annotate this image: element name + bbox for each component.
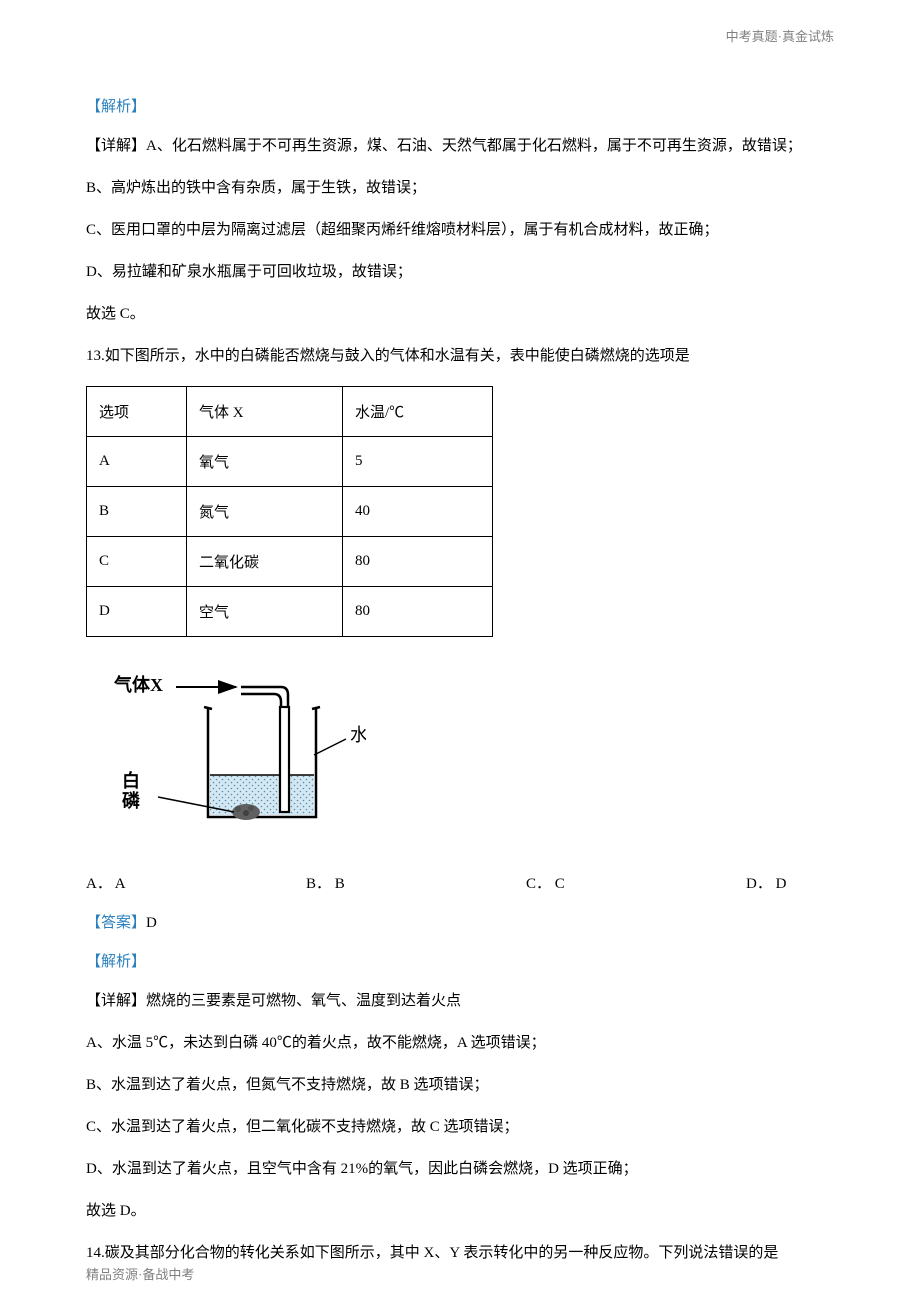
table-cell: 气体 X bbox=[187, 387, 343, 437]
explanation-paragraph: D、易拉罐和矿泉水瓶属于可回收垃圾，故错误； bbox=[86, 260, 834, 284]
answer-label-text: 【答案】 bbox=[86, 915, 146, 931]
explanation-paragraph: B、水温到达了着火点，但氮气不支持燃烧，故 B 选项错误； bbox=[86, 1073, 834, 1097]
question-14-text: 14.碳及其部分化合物的转化关系如下图所示，其中 X、Y 表示转化中的另一种反应… bbox=[86, 1241, 834, 1265]
explanation-paragraph: D、水温到达了着火点，且空气中含有 21%的氧气，因此白磷会燃烧，D 选项正确； bbox=[86, 1157, 834, 1181]
table-cell: 水温/℃ bbox=[343, 387, 493, 437]
question-13-table: 选项 气体 X 水温/℃ A 氧气 5 B 氮气 40 C 二氧化碳 80 D … bbox=[86, 386, 493, 637]
phosphorus-label-1: 白 bbox=[122, 770, 140, 791]
table-row: C 二氧化碳 80 bbox=[87, 537, 493, 587]
gas-x-label: 气体X bbox=[113, 674, 163, 695]
table-row: B 氮气 40 bbox=[87, 487, 493, 537]
table-cell: D bbox=[87, 587, 187, 637]
beaker-diagram: 气体X 水 白 磷 bbox=[86, 667, 834, 842]
explanation-paragraph: A、水温 5℃，未达到白磷 40℃的着火点，故不能燃烧，A 选项错误； bbox=[86, 1031, 834, 1055]
table-cell: 40 bbox=[343, 487, 493, 537]
option-c: C． C bbox=[526, 872, 746, 893]
analysis-label: 【解析】 bbox=[86, 95, 834, 116]
page-footer-left: 精品资源·备战中考 bbox=[86, 1264, 194, 1283]
table-cell: B bbox=[87, 487, 187, 537]
answer-label: 【答案】D bbox=[86, 911, 834, 932]
table-row: D 空气 80 bbox=[87, 587, 493, 637]
table-cell: 5 bbox=[343, 437, 493, 487]
table-cell: 80 bbox=[343, 537, 493, 587]
table-cell: 氧气 bbox=[187, 437, 343, 487]
option-d: D． D bbox=[746, 872, 846, 893]
table-cell: C bbox=[87, 537, 187, 587]
water-label: 水 bbox=[350, 725, 366, 745]
phosphorus-label-2: 磷 bbox=[122, 790, 141, 811]
option-a: A． A bbox=[86, 872, 306, 893]
explanation-paragraph: 【详解】燃烧的三要素是可燃物、氧气、温度到达着火点 bbox=[86, 989, 834, 1013]
explanation-paragraph: 【详解】A、化石燃料属于不可再生资源，煤、石油、天然气都属于化石燃料，属于不可再… bbox=[86, 134, 834, 158]
explanation-paragraph: 故选 C。 bbox=[86, 302, 834, 326]
option-b: B． B bbox=[306, 872, 526, 893]
options-row: A． A B． B C． C D． D bbox=[86, 872, 834, 893]
explanation-paragraph: B、高炉炼出的铁中含有杂质，属于生铁，故错误； bbox=[86, 176, 834, 200]
table-row: 选项 气体 X 水温/℃ bbox=[87, 387, 493, 437]
table-cell: A bbox=[87, 437, 187, 487]
explanation-paragraph: 故选 D。 bbox=[86, 1199, 834, 1223]
answer-value: D bbox=[146, 915, 157, 931]
explanation-paragraph: C、水温到达了着火点，但二氧化碳不支持燃烧，故 C 选项错误； bbox=[86, 1115, 834, 1139]
table-cell: 二氧化碳 bbox=[187, 537, 343, 587]
table-cell: 空气 bbox=[187, 587, 343, 637]
table-row: A 氧气 5 bbox=[87, 437, 493, 487]
table-cell: 80 bbox=[343, 587, 493, 637]
question-13-text: 13.如下图所示，水中的白磷能否燃烧与鼓入的气体和水温有关，表中能使白磷燃烧的选… bbox=[86, 344, 834, 368]
table-cell: 选项 bbox=[87, 387, 187, 437]
table-cell: 氮气 bbox=[187, 487, 343, 537]
page-header-right: 中考真题·真金试炼 bbox=[86, 26, 834, 45]
explanation-paragraph: C、医用口罩的中层为隔离过滤层（超细聚丙烯纤维熔喷材料层），属于有机合成材料，故… bbox=[86, 218, 834, 242]
analysis-label-2: 【解析】 bbox=[86, 950, 834, 971]
